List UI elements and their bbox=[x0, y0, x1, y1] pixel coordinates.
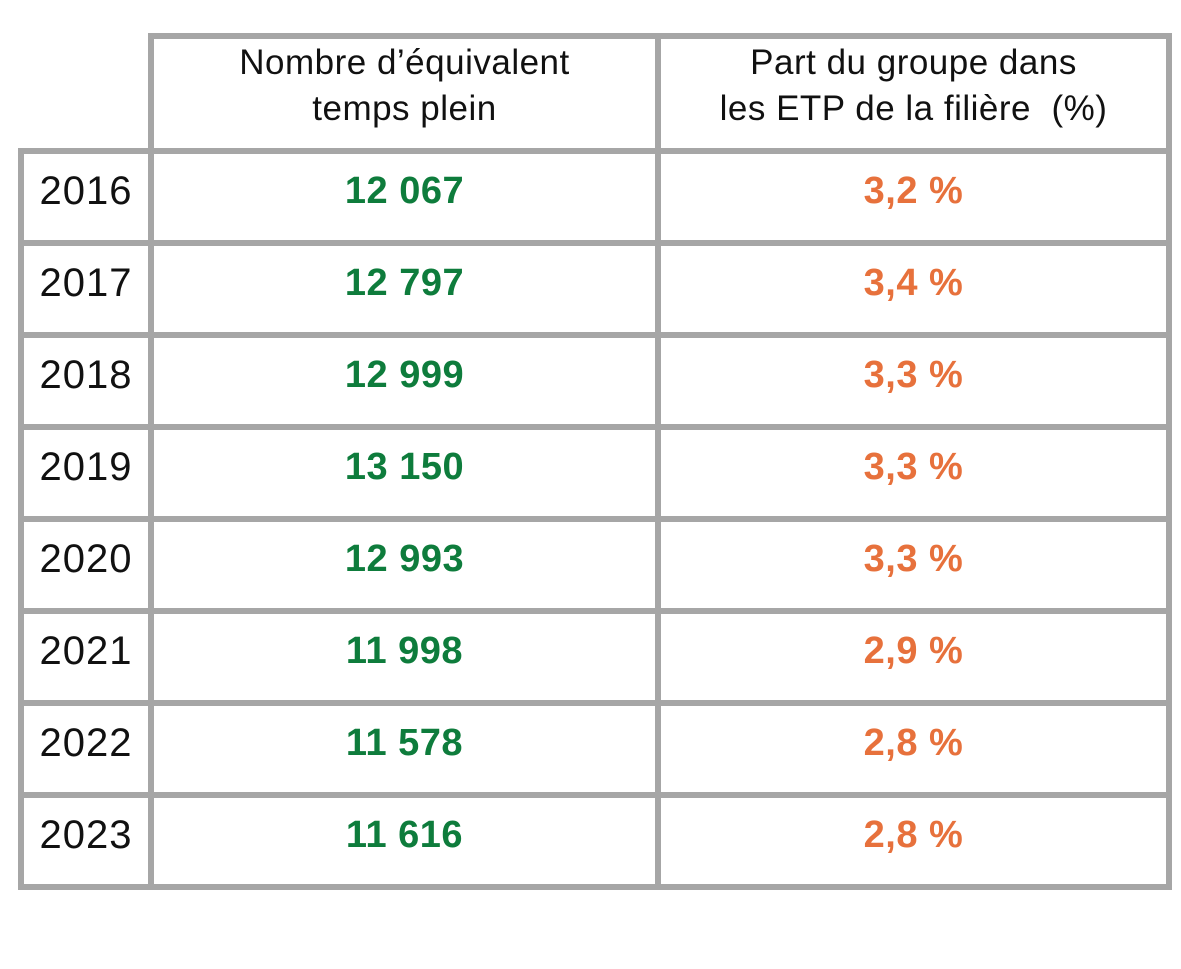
share-cell: 3,3 % bbox=[655, 332, 1172, 430]
table-row: 2016 12 067 3,2 % bbox=[18, 148, 1172, 246]
table-row: 2018 12 999 3,3 % bbox=[18, 332, 1172, 430]
etp-cell: 11 616 bbox=[148, 792, 661, 890]
year-cell: 2022 bbox=[18, 700, 154, 798]
table-row: 2020 12 993 3,3 % bbox=[18, 516, 1172, 614]
column-header-share: Part du groupe dans les ETP de la filièr… bbox=[655, 33, 1172, 154]
column-header-etp-label: Nombre d’équivalent temps plein bbox=[239, 43, 570, 128]
year-cell: 2017 bbox=[18, 240, 154, 338]
share-cell: 2,9 % bbox=[655, 608, 1172, 706]
share-cell: 2,8 % bbox=[655, 792, 1172, 890]
table-row: 2021 11 998 2,9 % bbox=[18, 608, 1172, 706]
table-row: 2019 13 150 3,3 % bbox=[18, 424, 1172, 522]
year-cell: 2020 bbox=[18, 516, 154, 614]
year-cell: 2018 bbox=[18, 332, 154, 430]
etp-cell: 12 999 bbox=[148, 332, 661, 430]
share-cell: 2,8 % bbox=[655, 700, 1172, 798]
year-cell: 2021 bbox=[18, 608, 154, 706]
year-cell: 2016 bbox=[18, 148, 154, 246]
table-row: 2017 12 797 3,4 % bbox=[18, 240, 1172, 338]
etp-cell: 13 150 bbox=[148, 424, 661, 522]
etp-cell: 12 993 bbox=[148, 516, 661, 614]
etp-cell: 12 797 bbox=[148, 240, 661, 338]
etp-cell: 11 578 bbox=[148, 700, 661, 798]
table-row: 2023 11 616 2,8 % bbox=[18, 792, 1172, 890]
year-cell: 2019 bbox=[18, 424, 154, 522]
share-cell: 3,4 % bbox=[655, 240, 1172, 338]
corner-spacer bbox=[21, 36, 151, 151]
column-header-share-label: Part du groupe dans les ETP de la filièr… bbox=[719, 43, 1108, 128]
etp-cell: 11 998 bbox=[148, 608, 661, 706]
share-cell: 3,2 % bbox=[655, 148, 1172, 246]
column-header-etp: Nombre d’équivalent temps plein bbox=[148, 33, 661, 154]
etp-cell: 12 067 bbox=[148, 148, 661, 246]
share-cell: 3,3 % bbox=[655, 424, 1172, 522]
table-row: 2022 11 578 2,8 % bbox=[18, 700, 1172, 798]
header-row: Nombre d’équivalent temps plein Part du … bbox=[21, 33, 1172, 154]
etp-table: Nombre d’équivalent temps plein Part du … bbox=[18, 33, 1172, 890]
year-cell: 2023 bbox=[18, 792, 154, 890]
share-cell: 3,3 % bbox=[655, 516, 1172, 614]
